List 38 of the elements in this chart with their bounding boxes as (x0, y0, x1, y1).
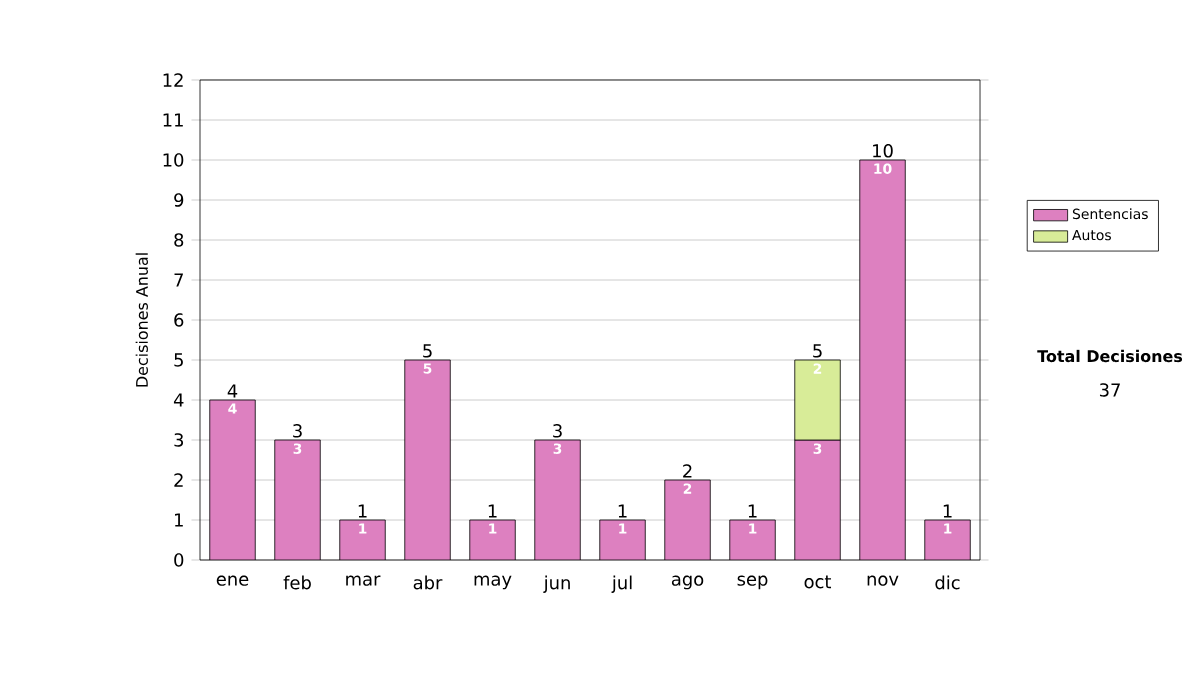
total-label: 1 (943, 504, 952, 518)
x-tick-label: jul (611, 575, 632, 593)
x-tick-label: ene (216, 575, 249, 586)
y-tick-label: 10 (163, 153, 184, 167)
total-label: 1 (488, 504, 497, 518)
total-label: 5 (813, 344, 822, 358)
total-label: 5 (423, 344, 432, 358)
y-tick-label: 12 (163, 73, 183, 87)
total-label: 10 (873, 144, 893, 158)
y-tick-label: 8 (174, 233, 184, 247)
y-tick-label: 2 (174, 473, 183, 487)
total-label: 3 (293, 424, 302, 438)
x-tick-label: jun (543, 575, 570, 593)
x-tick-label: nov (867, 575, 899, 586)
y-tick-label: 7 (174, 273, 183, 287)
y-tick-label: 4 (173, 393, 184, 407)
text: 37 (1099, 383, 1120, 397)
y-tick-label: 3 (174, 433, 184, 447)
total-label: 1 (358, 504, 367, 518)
total-label: 2 (683, 464, 692, 478)
y-tick-label: 5 (174, 353, 183, 367)
x-tick-label: oct (804, 575, 832, 589)
total-label: 3 (553, 424, 562, 438)
x-tick-label: mar (346, 575, 381, 586)
total-label: 1 (748, 504, 757, 518)
x-tick-label: abr (413, 575, 443, 590)
y-tick-label: 1 (175, 513, 183, 527)
y-tick-label: 0 (174, 553, 184, 567)
total-label: 1 (618, 504, 627, 518)
y-tick-label: 6 (174, 313, 184, 327)
x-tick-label: sep (737, 575, 768, 590)
y-tick-label: 9 (174, 193, 184, 207)
y-tick-label: 11 (163, 113, 183, 127)
x-tick-label: ago (671, 575, 704, 590)
x-tick-label: feb (283, 575, 311, 590)
total-label: 4 (227, 384, 238, 398)
x-tick-label: may (474, 575, 512, 590)
x-tick-label: dic (935, 575, 960, 590)
